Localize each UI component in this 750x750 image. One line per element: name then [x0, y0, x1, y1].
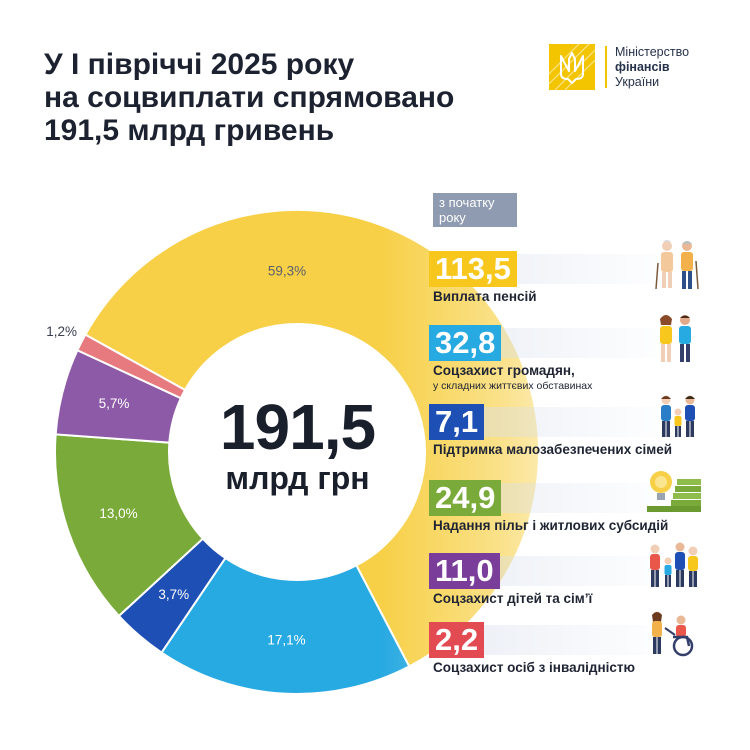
family-group-icon [650, 542, 698, 587]
legend-value-badge: 24,9 [429, 480, 502, 516]
lightbulb-bills-icon [647, 471, 701, 512]
legend-label: Підтримка малозабезпечених сімей [433, 442, 672, 457]
slice-disability [76, 333, 187, 400]
legend-row-pensions: 113,5 Виплата пенсій [429, 240, 729, 323]
legend-row-low-income-families: 7,1 Підтримка малозабезпечених сімей [429, 395, 729, 476]
legend-label: Виплата пенсій [433, 289, 537, 304]
logo-line-2: фінансів [615, 60, 670, 74]
legend-sublabel: у складних життєвих обставинах [433, 380, 593, 392]
legend-label: Соцзахист дітей та сім’ї [433, 591, 593, 606]
slice-percent-label: 1,2% [46, 324, 77, 339]
trident-emblem-icon [549, 44, 595, 90]
logo-text: Міністерство фінансів України [615, 45, 689, 90]
legend-row-disability: 2,2 Соцзахист осіб з інвалідністю [429, 611, 729, 694]
legend-value-badge: 32,8 [429, 325, 502, 361]
total-unit: млрд грн [225, 460, 370, 496]
legend-value-badge: 7,1 [429, 404, 485, 440]
since-tag-line-2: року [439, 210, 466, 225]
logo-line-1: Міністерство [615, 45, 690, 59]
total-value: 191,5 [219, 391, 376, 463]
logo-line-3: України [615, 75, 660, 89]
since-tag-line-1: з початку [439, 195, 495, 210]
elderly-couple-icon [655, 240, 699, 290]
slice-percent-label: 5,7% [99, 396, 130, 411]
wheelchair-icon [652, 611, 694, 657]
legend-value-badge: 113,5 [429, 251, 517, 287]
slice-citizens-protection [160, 556, 411, 695]
slice-percent-label: 3,7% [158, 587, 189, 602]
title-line-3: 191,5 млрд гривень [44, 114, 335, 147]
parents-child-icon [661, 395, 695, 437]
logo-divider [605, 46, 607, 88]
legend-value-badge: 11,0 [429, 553, 500, 589]
slice-percent-label: 59,3% [268, 264, 306, 279]
page-title: У І півріччі 2025 року на соцвиплати спр… [44, 48, 454, 147]
ministry-logo: Міністерство фінансів України [549, 44, 719, 96]
slice-percent-label: 17,1% [267, 632, 305, 647]
title-line-1: У І півріччі 2025 року [44, 48, 355, 81]
legend-row-citizens-protection: 32,8 Соцзахист громадян, у складних житт… [429, 315, 729, 397]
title-line-2: на соцвиплати спрямовано [44, 81, 455, 114]
legend-label: Надання пільг і житлових субсидій [433, 518, 669, 533]
legend-value-badge: 2,2 [429, 622, 485, 658]
legend-label: Соцзахист осіб з інвалідністю [433, 660, 636, 675]
legend-label: Соцзахист громадян, [433, 363, 575, 378]
legend-row-children-family: 11,0 Соцзахист дітей та сім’ї [429, 542, 729, 625]
legend-row-subsidies: 24,9 Надання пільг і житлових субсидій [429, 471, 729, 552]
slice-percent-label: 13,0% [99, 506, 137, 521]
family-support-icon [660, 315, 691, 362]
since-year-start-tag: з початку року [433, 193, 517, 227]
